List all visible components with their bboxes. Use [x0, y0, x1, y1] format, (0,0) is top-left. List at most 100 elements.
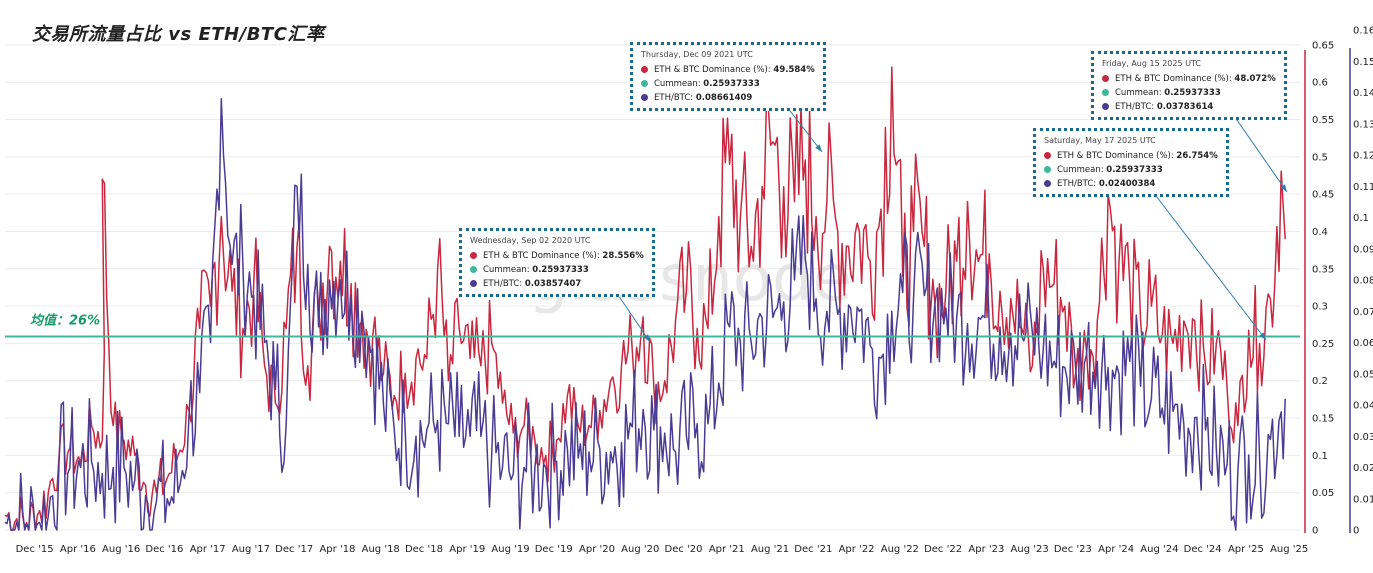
- x-tick-label: Apr '25: [1228, 544, 1264, 555]
- tooltip-row: ETH/BTC: 0.08661409: [641, 91, 815, 105]
- tooltip: Saturday, May 17 2025 UTC ETH & BTC Domin…: [1033, 128, 1229, 197]
- y-right-tick-label: 0.12: [1353, 151, 1373, 162]
- x-tick-label: Dec '24: [1184, 544, 1222, 555]
- tooltip-row: Cummean: 0.25937333: [641, 77, 815, 91]
- x-tick-label: Apr '19: [449, 544, 485, 555]
- tooltip-label: ETH & BTC Dominance (%):: [1115, 74, 1235, 84]
- tooltip-row: Cummean: 0.25937333: [1102, 86, 1276, 100]
- tooltip-label: ETH/BTC:: [1115, 102, 1157, 112]
- tooltip-arrow: [1229, 109, 1288, 193]
- y-right-tick-label: 0.03: [1353, 432, 1373, 443]
- y-right-tick-label: 0.11: [1353, 182, 1373, 193]
- x-tick-label: Apr '23: [968, 544, 1004, 555]
- legend-dot-icon: [1102, 74, 1109, 82]
- arrow-head-icon: [815, 144, 822, 152]
- tooltip-value: 0.25937333: [703, 79, 760, 89]
- x-tick-label: Apr '24: [1098, 544, 1134, 555]
- x-tick-label: Dec '19: [535, 544, 573, 555]
- tooltip-row: ETH & BTC Dominance (%): 49.584%: [641, 63, 815, 77]
- y-right-tick-label: 0.14: [1353, 88, 1373, 99]
- legend-dot-icon: [1044, 151, 1051, 159]
- x-tick-label: Dec '21: [794, 544, 832, 555]
- tooltip-date: Thursday, Dec 09 2021 UTC: [641, 50, 753, 59]
- legend-dot-icon: [641, 93, 648, 101]
- tooltip-row: ETH/BTC: 0.03857407: [470, 277, 644, 291]
- chart-title: 交易所流量占比 vs ETH/BTC汇率: [32, 24, 325, 45]
- legend-dot-icon: [470, 265, 477, 273]
- y-right-tick-label: 0.09: [1353, 244, 1373, 255]
- y-left-tick-label: 0: [1312, 526, 1318, 537]
- legend-dot-icon: [1044, 179, 1051, 187]
- y-left-tick-label: 0.1: [1312, 451, 1328, 462]
- y-right-tick-label: 0.06: [1353, 338, 1373, 349]
- series-line-ethbtc: [4, 98, 1286, 531]
- y-left-tick-label: 0.4: [1312, 227, 1328, 238]
- tooltip-label: ETH/BTC:: [654, 93, 696, 103]
- tooltip-date: Saturday, May 17 2025 UTC: [1044, 136, 1156, 145]
- tooltip-label: ETH & BTC Dominance (%):: [1057, 151, 1177, 161]
- series-group: [4, 66, 1286, 531]
- y-right-tick-label: 0.13: [1353, 119, 1373, 130]
- y-right-tick-label: 0.08: [1353, 276, 1373, 287]
- legend-dot-icon: [641, 79, 648, 87]
- x-tick-label: Aug '21: [751, 544, 789, 555]
- x-tick-label: Dec '15: [16, 544, 54, 555]
- tooltip: Friday, Aug 15 2025 UTC ETH & BTC Dominan…: [1091, 51, 1287, 120]
- x-tick-label: Aug '23: [1011, 544, 1049, 555]
- y-right-tick-label: 0.04: [1353, 401, 1373, 412]
- tooltip-value: 0.02400384: [1098, 179, 1156, 189]
- y-left-tick-label: 0.2: [1312, 376, 1328, 387]
- tooltip-value: 0.25937333: [1106, 165, 1163, 175]
- tooltip-label: Cummean:: [483, 265, 533, 275]
- y-left-tick-label: 0.25: [1312, 339, 1334, 350]
- tooltip-date: Friday, Aug 15 2025 UTC: [1102, 59, 1201, 68]
- y-right-tick-label: 0.05: [1353, 369, 1373, 380]
- tooltip: Wednesday, Sep 02 2020 UTC ETH & BTC Domi…: [459, 228, 655, 297]
- legend-dot-icon: [1044, 165, 1051, 173]
- legend-dot-icon: [1102, 88, 1109, 96]
- y-left-tick-label: 0.05: [1312, 488, 1334, 499]
- tooltip-value: 26.754%: [1176, 151, 1218, 161]
- y-left-tick-label: 0.35: [1312, 264, 1334, 275]
- tooltip-row: Cummean: 0.25937333: [470, 263, 644, 277]
- y-left-tick-label: 0.45: [1312, 190, 1334, 201]
- legend-dot-icon: [470, 279, 477, 287]
- x-tick-label: Aug '22: [881, 544, 919, 555]
- x-tick-label: Apr '18: [319, 544, 355, 555]
- y-right-tick-label: 0.15: [1353, 57, 1373, 68]
- arrow-head-icon: [1280, 184, 1287, 192]
- arrow-head-icon: [643, 334, 650, 342]
- tooltip-row: Cummean: 0.25937333: [1044, 163, 1218, 177]
- legend-dot-icon: [1102, 102, 1109, 110]
- x-tick-label: Apr '21: [709, 544, 745, 555]
- x-tick-label: Apr '20: [579, 544, 615, 555]
- tooltip-label: ETH/BTC:: [483, 279, 525, 289]
- tooltip-label: ETH & BTC Dominance (%):: [483, 251, 603, 261]
- legend-dot-icon: [641, 65, 648, 73]
- x-tick-label: Apr '22: [839, 544, 875, 555]
- mean-label: 均值：26%: [30, 312, 100, 328]
- x-tick-label: Apr '17: [190, 544, 226, 555]
- tooltip-label: ETH & BTC Dominance (%):: [654, 65, 774, 75]
- tooltip-row: ETH & BTC Dominance (%): 26.754%: [1044, 149, 1218, 163]
- y-right-tick-label: 0.07: [1353, 307, 1373, 318]
- axes: 0 0.05 0.1 0.15 0.2 0.25 0.3 0.35 0.4 0.45 0.5 0.55…: [16, 26, 1373, 556]
- x-tick-label: Dec '22: [924, 544, 962, 555]
- tooltip-row: ETH/BTC: 0.02400384: [1044, 177, 1218, 191]
- tooltip-value: 49.584%: [773, 65, 815, 75]
- tooltip-value: 28.556%: [602, 251, 644, 261]
- y-right-tick-label: 0.1: [1353, 213, 1369, 224]
- tooltip-value: 0.03783614: [1156, 102, 1214, 112]
- x-tick-label: Aug '17: [232, 544, 270, 555]
- y-left-tick-label: 0.55: [1312, 115, 1334, 126]
- x-tick-label: Aug '16: [102, 544, 140, 555]
- y-left-tick-label: 0.65: [1312, 40, 1334, 51]
- x-tick-label: Dec '17: [275, 544, 313, 555]
- y-left-tick-label: 0.5: [1312, 152, 1328, 163]
- x-tick-label: Dec '20: [665, 544, 703, 555]
- tooltip-label: Cummean:: [654, 79, 704, 89]
- tooltip-label: Cummean:: [1057, 165, 1107, 175]
- y-left-tick-label: 0.3: [1312, 302, 1328, 313]
- arrow-head-icon: [1259, 332, 1266, 340]
- y-left-tick-label: 0.6: [1312, 78, 1328, 89]
